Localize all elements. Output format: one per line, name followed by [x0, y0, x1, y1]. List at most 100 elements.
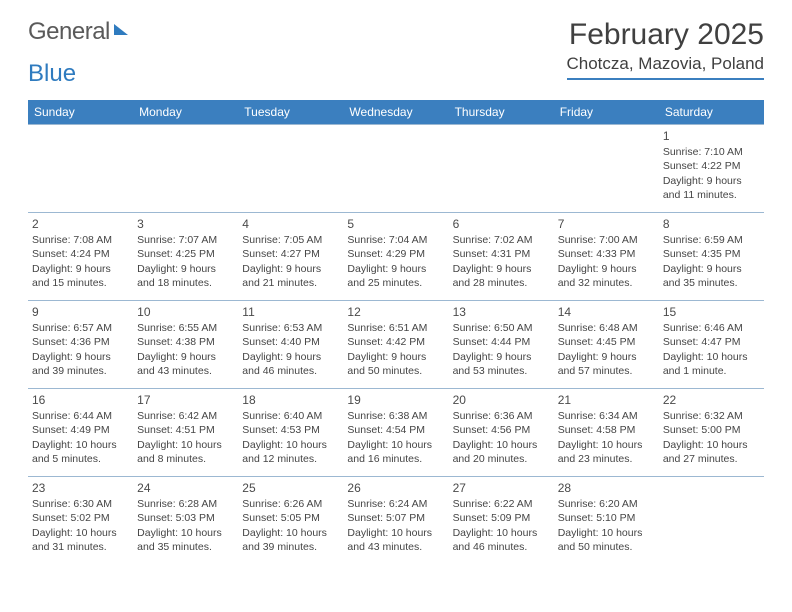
- sunrise-line: Sunrise: 6:53 AM: [242, 321, 339, 335]
- sunset-line: Sunset: 5:03 PM: [137, 511, 234, 525]
- calendar-day-cell: 16Sunrise: 6:44 AMSunset: 4:49 PMDayligh…: [28, 389, 133, 477]
- daylight-line: Daylight: 10 hours and 23 minutes.: [558, 438, 655, 466]
- sunrise-line: Sunrise: 6:44 AM: [32, 409, 129, 423]
- sunset-line: Sunset: 5:07 PM: [347, 511, 444, 525]
- day-number: 6: [453, 216, 550, 232]
- daylight-line: Daylight: 9 hours and 39 minutes.: [32, 350, 129, 378]
- sunrise-line: Sunrise: 6:28 AM: [137, 497, 234, 511]
- calendar-day-cell: 7Sunrise: 7:00 AMSunset: 4:33 PMDaylight…: [554, 213, 659, 301]
- weekday-header: Wednesday: [343, 100, 448, 125]
- sunset-line: Sunset: 4:29 PM: [347, 247, 444, 261]
- sunrise-line: Sunrise: 6:34 AM: [558, 409, 655, 423]
- sunset-line: Sunset: 4:45 PM: [558, 335, 655, 349]
- day-number: 22: [663, 392, 760, 408]
- sunset-line: Sunset: 4:27 PM: [242, 247, 339, 261]
- sunrise-line: Sunrise: 6:40 AM: [242, 409, 339, 423]
- day-number: 2: [32, 216, 129, 232]
- day-number: 5: [347, 216, 444, 232]
- daylight-line: Daylight: 9 hours and 43 minutes.: [137, 350, 234, 378]
- day-number: 12: [347, 304, 444, 320]
- daylight-line: Daylight: 10 hours and 16 minutes.: [347, 438, 444, 466]
- sunrise-line: Sunrise: 6:48 AM: [558, 321, 655, 335]
- calendar-day-cell: 11Sunrise: 6:53 AMSunset: 4:40 PMDayligh…: [238, 301, 343, 389]
- weekday-header: Monday: [133, 100, 238, 125]
- sunrise-line: Sunrise: 6:26 AM: [242, 497, 339, 511]
- day-number: 24: [137, 480, 234, 496]
- logo: General: [28, 18, 128, 46]
- day-number: 11: [242, 304, 339, 320]
- sunrise-line: Sunrise: 7:10 AM: [663, 145, 760, 159]
- daylight-line: Daylight: 9 hours and 11 minutes.: [663, 174, 760, 202]
- calendar-day-cell: 2Sunrise: 7:08 AMSunset: 4:24 PMDaylight…: [28, 213, 133, 301]
- calendar-day-cell: [659, 477, 764, 565]
- sunset-line: Sunset: 4:31 PM: [453, 247, 550, 261]
- calendar-day-cell: 24Sunrise: 6:28 AMSunset: 5:03 PMDayligh…: [133, 477, 238, 565]
- sunrise-line: Sunrise: 6:50 AM: [453, 321, 550, 335]
- calendar-day-cell: 25Sunrise: 6:26 AMSunset: 5:05 PMDayligh…: [238, 477, 343, 565]
- sunset-line: Sunset: 4:58 PM: [558, 423, 655, 437]
- sunrise-line: Sunrise: 6:20 AM: [558, 497, 655, 511]
- day-number: 23: [32, 480, 129, 496]
- calendar-day-cell: [343, 125, 448, 213]
- calendar-page: General February 2025 Chotcza, Mazovia, …: [0, 0, 792, 583]
- daylight-line: Daylight: 10 hours and 20 minutes.: [453, 438, 550, 466]
- calendar-day-cell: 3Sunrise: 7:07 AMSunset: 4:25 PMDaylight…: [133, 213, 238, 301]
- day-number: 21: [558, 392, 655, 408]
- daylight-line: Daylight: 10 hours and 27 minutes.: [663, 438, 760, 466]
- calendar-day-cell: [28, 125, 133, 213]
- daylight-line: Daylight: 10 hours and 8 minutes.: [137, 438, 234, 466]
- calendar-day-cell: 19Sunrise: 6:38 AMSunset: 4:54 PMDayligh…: [343, 389, 448, 477]
- calendar-body: 1Sunrise: 7:10 AMSunset: 4:22 PMDaylight…: [28, 125, 764, 565]
- daylight-line: Daylight: 10 hours and 46 minutes.: [453, 526, 550, 554]
- sunrise-line: Sunrise: 6:51 AM: [347, 321, 444, 335]
- weekday-header: Saturday: [659, 100, 764, 125]
- calendar-day-cell: [238, 125, 343, 213]
- calendar-day-cell: 12Sunrise: 6:51 AMSunset: 4:42 PMDayligh…: [343, 301, 448, 389]
- calendar-day-cell: 5Sunrise: 7:04 AMSunset: 4:29 PMDaylight…: [343, 213, 448, 301]
- logo-triangle-icon: [114, 24, 128, 35]
- sunset-line: Sunset: 4:49 PM: [32, 423, 129, 437]
- sunset-line: Sunset: 4:24 PM: [32, 247, 129, 261]
- logo-word-general: General: [28, 18, 110, 46]
- daylight-line: Daylight: 10 hours and 39 minutes.: [242, 526, 339, 554]
- sunrise-line: Sunrise: 7:02 AM: [453, 233, 550, 247]
- daylight-line: Daylight: 10 hours and 1 minute.: [663, 350, 760, 378]
- month-title: February 2025: [567, 18, 765, 52]
- day-number: 1: [663, 128, 760, 144]
- calendar-day-cell: 17Sunrise: 6:42 AMSunset: 4:51 PMDayligh…: [133, 389, 238, 477]
- daylight-line: Daylight: 9 hours and 57 minutes.: [558, 350, 655, 378]
- daylight-line: Daylight: 9 hours and 28 minutes.: [453, 262, 550, 290]
- calendar-day-cell: 23Sunrise: 6:30 AMSunset: 5:02 PMDayligh…: [28, 477, 133, 565]
- calendar-day-cell: [449, 125, 554, 213]
- day-number: 4: [242, 216, 339, 232]
- weekday-header: Friday: [554, 100, 659, 125]
- day-number: 10: [137, 304, 234, 320]
- day-number: 13: [453, 304, 550, 320]
- day-number: 14: [558, 304, 655, 320]
- calendar-day-cell: [554, 125, 659, 213]
- weekday-header: Sunday: [28, 100, 133, 125]
- sunset-line: Sunset: 4:51 PM: [137, 423, 234, 437]
- daylight-line: Daylight: 9 hours and 35 minutes.: [663, 262, 760, 290]
- sunrise-line: Sunrise: 6:42 AM: [137, 409, 234, 423]
- sunrise-line: Sunrise: 7:05 AM: [242, 233, 339, 247]
- calendar-week-row: 9Sunrise: 6:57 AMSunset: 4:36 PMDaylight…: [28, 301, 764, 389]
- day-number: 3: [137, 216, 234, 232]
- weekday-header: Thursday: [449, 100, 554, 125]
- calendar-day-cell: 14Sunrise: 6:48 AMSunset: 4:45 PMDayligh…: [554, 301, 659, 389]
- calendar-day-cell: 6Sunrise: 7:02 AMSunset: 4:31 PMDaylight…: [449, 213, 554, 301]
- day-number: 28: [558, 480, 655, 496]
- sunset-line: Sunset: 4:38 PM: [137, 335, 234, 349]
- calendar-table: Sunday Monday Tuesday Wednesday Thursday…: [28, 100, 764, 565]
- daylight-line: Daylight: 10 hours and 50 minutes.: [558, 526, 655, 554]
- day-number: 17: [137, 392, 234, 408]
- calendar-day-cell: 20Sunrise: 6:36 AMSunset: 4:56 PMDayligh…: [449, 389, 554, 477]
- calendar-day-cell: [133, 125, 238, 213]
- sunrise-line: Sunrise: 6:59 AM: [663, 233, 760, 247]
- sunset-line: Sunset: 4:25 PM: [137, 247, 234, 261]
- sunset-line: Sunset: 4:35 PM: [663, 247, 760, 261]
- sunset-line: Sunset: 5:00 PM: [663, 423, 760, 437]
- daylight-line: Daylight: 9 hours and 46 minutes.: [242, 350, 339, 378]
- calendar-day-cell: 21Sunrise: 6:34 AMSunset: 4:58 PMDayligh…: [554, 389, 659, 477]
- daylight-line: Daylight: 10 hours and 31 minutes.: [32, 526, 129, 554]
